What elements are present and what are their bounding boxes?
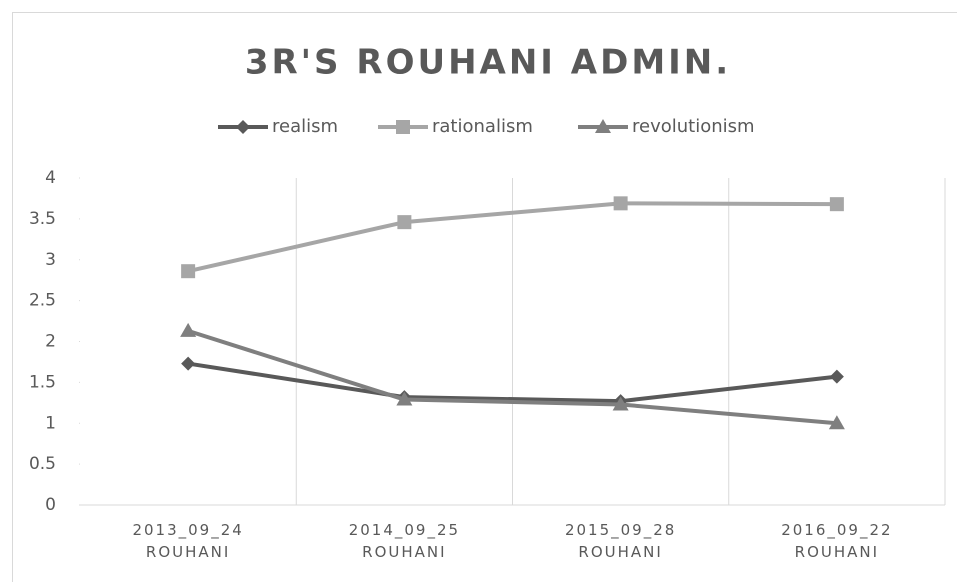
marker: [612, 396, 629, 411]
series-line: [187, 361, 838, 404]
x-tick-label: 2016_09_22 ROUHANI: [781, 521, 893, 561]
marker: [180, 322, 197, 337]
marker: [613, 196, 628, 211]
marker: [829, 197, 844, 212]
marker: [828, 415, 845, 430]
legend-label: rationalism: [432, 116, 533, 137]
marker: [181, 264, 196, 279]
legend-label: realism: [272, 116, 338, 137]
series-line: [187, 201, 837, 274]
marker: [595, 119, 611, 133]
y-tick-label: 2: [45, 332, 56, 352]
chart-border: [12, 12, 957, 582]
x-tick-label: 2015_09_28 ROUHANI: [564, 521, 677, 561]
y-tick-label: 0.5: [29, 454, 56, 474]
marker: [236, 120, 250, 134]
chart-title: 3R'S ROUHANI ADMIN.: [245, 43, 731, 83]
y-tick-label: 4: [45, 168, 56, 188]
x-tick-label: 2014_09_25 ROUHANI: [348, 521, 461, 561]
x-tick-label: 2013_09_24 ROUHANI: [132, 521, 244, 561]
y-tick-label: 1.5: [29, 372, 56, 392]
marker: [396, 391, 413, 406]
marker: [829, 369, 844, 384]
series-line: [187, 328, 838, 426]
y-tick-label: 0: [45, 495, 56, 515]
y-tick-label: 3: [45, 250, 56, 270]
marker: [397, 215, 412, 230]
marker: [396, 120, 410, 134]
y-tick-label: 3.5: [29, 209, 56, 229]
y-tick-label: 2.5: [29, 291, 56, 311]
marker: [181, 356, 196, 371]
y-tick-label: 1: [45, 413, 56, 433]
legend-label: revolutionism: [632, 116, 755, 137]
